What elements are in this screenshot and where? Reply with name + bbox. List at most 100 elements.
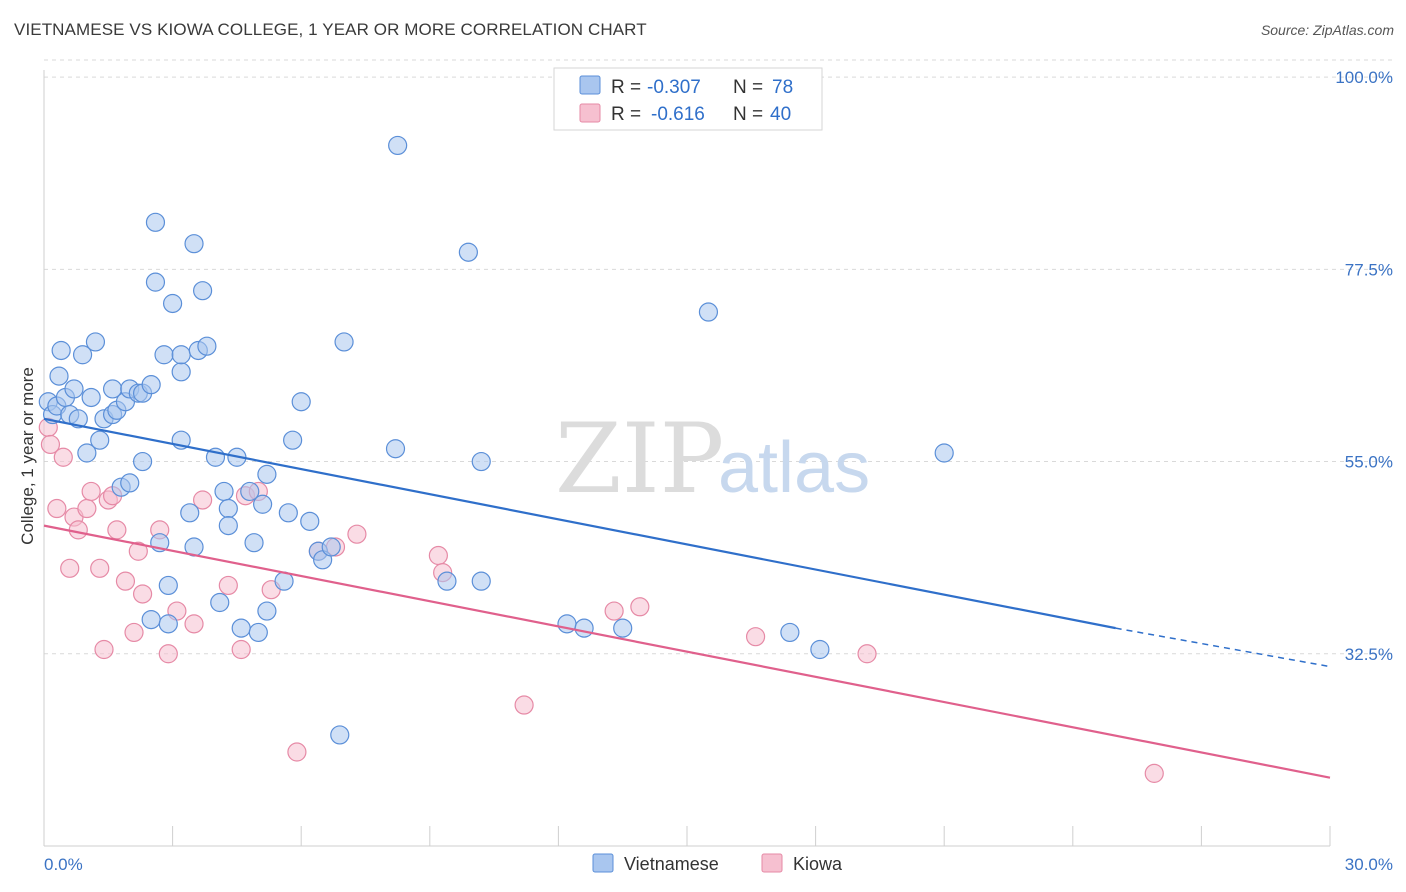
correlation-legend: R = -0.307 N = 78 R = -0.616 N = 40 [553,67,823,131]
kiowa-point [1144,763,1164,783]
legend-kiowa-label: Kiowa [793,854,843,874]
vietnamese-point [141,375,161,395]
legend-r-value-2: -0.616 [651,104,705,125]
legend-vietnamese-swatch [592,853,614,873]
kiowa-point [428,545,448,566]
vietnamese-point [163,293,183,314]
y-tick-label: 55.0% [1345,453,1393,472]
kiowa-point [604,601,624,621]
vietnamese-point [214,481,234,502]
vietnamese-point [291,392,311,412]
vietnamese-point [321,537,341,557]
vietnamese-trend-extension [1115,627,1331,668]
legend-r-label-2: R = [611,104,641,125]
y-tick-label: 77.5% [1345,260,1393,279]
vietnamese-point [300,511,320,531]
legend-n-label-1: N = [733,77,763,98]
y-tick-label: 100.0% [1335,68,1393,87]
vietnamese-point [68,409,88,429]
kiowa-point [287,742,307,762]
x-tick-label-max: 30.0% [1345,855,1393,874]
kiowa-point [124,622,144,643]
vietnamese-point [244,533,264,553]
kiowa-point [132,584,153,604]
vietnamese-point [231,618,251,638]
kiowa-point [128,541,148,561]
y-tick-labels: 32.5% 55.0% 77.5% 100.0% [1335,68,1393,664]
watermark-zip: ZIP [555,403,724,515]
kiowa-point [184,614,204,634]
x-tick-label-min: 0.0% [44,855,83,874]
vietnamese-point [145,212,166,232]
vietnamese-point [184,234,204,254]
vietnamese-point [810,639,830,660]
vietnamese-point [158,614,178,634]
vietnamese-point [330,725,350,745]
watermark-atlas: atlas [718,428,870,508]
vietnamese-point [51,340,71,361]
kiowa-point [231,639,251,660]
kiowa-point [193,490,213,510]
kiowa-point [745,627,766,647]
vietnamese-point [197,336,217,356]
legend-kiowa-swatch [761,853,783,873]
kiowa-point [630,597,650,617]
kiowa-point [90,558,110,578]
vietnamese-point [780,622,800,643]
legend-n-label-2: N = [733,104,763,125]
chart-title: VIETNAMESE VS KIOWA COLLEGE, 1 YEAR OR M… [14,20,647,39]
kiowa-point [115,571,136,591]
series-legend: Vietnamese Kiowa [592,853,843,874]
vietnamese-point [180,503,200,523]
legend-vietnamese-label: Vietnamese [624,854,719,874]
vietnamese-point [77,443,97,463]
kiowa-point [107,520,127,540]
vietnamese-point [388,135,408,156]
kiowa-point [514,695,534,715]
legend-n-value-2: 40 [770,104,791,125]
vietnamese-point [218,498,238,519]
vietnamese-point [171,345,191,365]
vietnamese-point [141,609,161,630]
vietnamese-point [120,473,140,493]
vietnamese-point [72,345,93,365]
vietnamese-point [278,503,298,523]
kiowa-point [347,524,367,544]
kiowa-point [53,447,73,467]
vietnamese-trend-line [43,417,1116,630]
y-axis-label: College, 1 year or more [18,367,37,545]
x-tick-labels: 0.0% 30.0% [44,855,1393,874]
kiowa-point [47,498,67,519]
vietnamese-point [458,242,478,262]
kiowa-trend-line [43,524,1331,779]
vietnamese-point [85,332,106,352]
kiowa-point [857,644,877,664]
vietnamese-point [154,345,174,365]
trend-lines [43,417,1331,779]
vietnamese-swatch [579,75,601,95]
vietnamese-point [334,332,354,352]
vietnamese-point [574,618,594,638]
axes [43,70,1331,847]
vietnamese-point [471,571,491,591]
kiowa-point [68,520,88,540]
vietnamese-point [240,481,260,502]
kiowa-point [81,481,101,502]
vietnamese-point [158,575,178,596]
vietnamese-point [90,430,110,450]
kiowa-point [158,644,178,664]
legend-r-value-1: -0.307 [647,77,701,98]
vietnamese-point [248,622,268,643]
vietnamese-points [38,135,954,745]
watermark: ZIP atlas [555,403,870,515]
kiowa-point [40,434,61,455]
kiowa-swatch [579,103,601,123]
vietnamese-point [193,281,213,301]
legend-n-value-1: 78 [772,77,793,98]
vietnamese-point [81,387,101,408]
vietnamese-point [49,366,69,386]
kiowa-point [94,639,114,660]
vietnamese-point [253,494,273,514]
vietnamese-point [64,379,84,399]
